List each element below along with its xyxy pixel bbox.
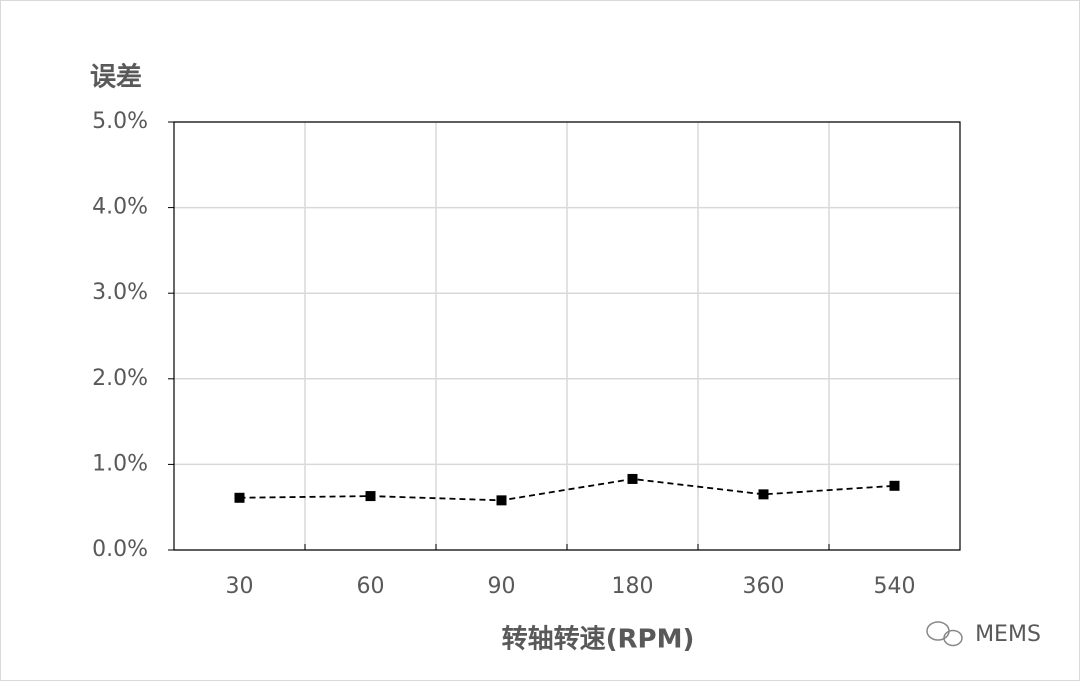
x-tick-label: 360 (743, 574, 785, 599)
watermark-icon (926, 621, 963, 647)
y-tick-label: 3.0% (92, 280, 148, 305)
x-tick-label: 180 (612, 574, 654, 599)
data-point (234, 492, 245, 503)
x-tick-label: 30 (226, 574, 254, 599)
data-point (889, 480, 900, 491)
data-point (365, 491, 376, 502)
plot-frame (173, 121, 961, 551)
data-point (496, 495, 507, 506)
y-tick-label: 4.0% (92, 195, 148, 220)
y-tick-label: 2.0% (92, 366, 148, 391)
data-point (758, 489, 769, 500)
x-tick-label: 60 (357, 574, 385, 599)
y-tick-label: 0.0% (92, 537, 148, 562)
watermark: MEMS (975, 622, 1041, 647)
data-point (627, 473, 638, 484)
y-tick-label: 1.0% (92, 451, 148, 476)
x-axis-label: 转轴转速(RPM) (502, 625, 695, 655)
x-tick-label: 90 (488, 574, 516, 599)
x-tick-label: 540 (874, 574, 916, 599)
y-tick-label: 5.0% (92, 109, 148, 134)
y-axis-label: 误差 (90, 62, 142, 93)
